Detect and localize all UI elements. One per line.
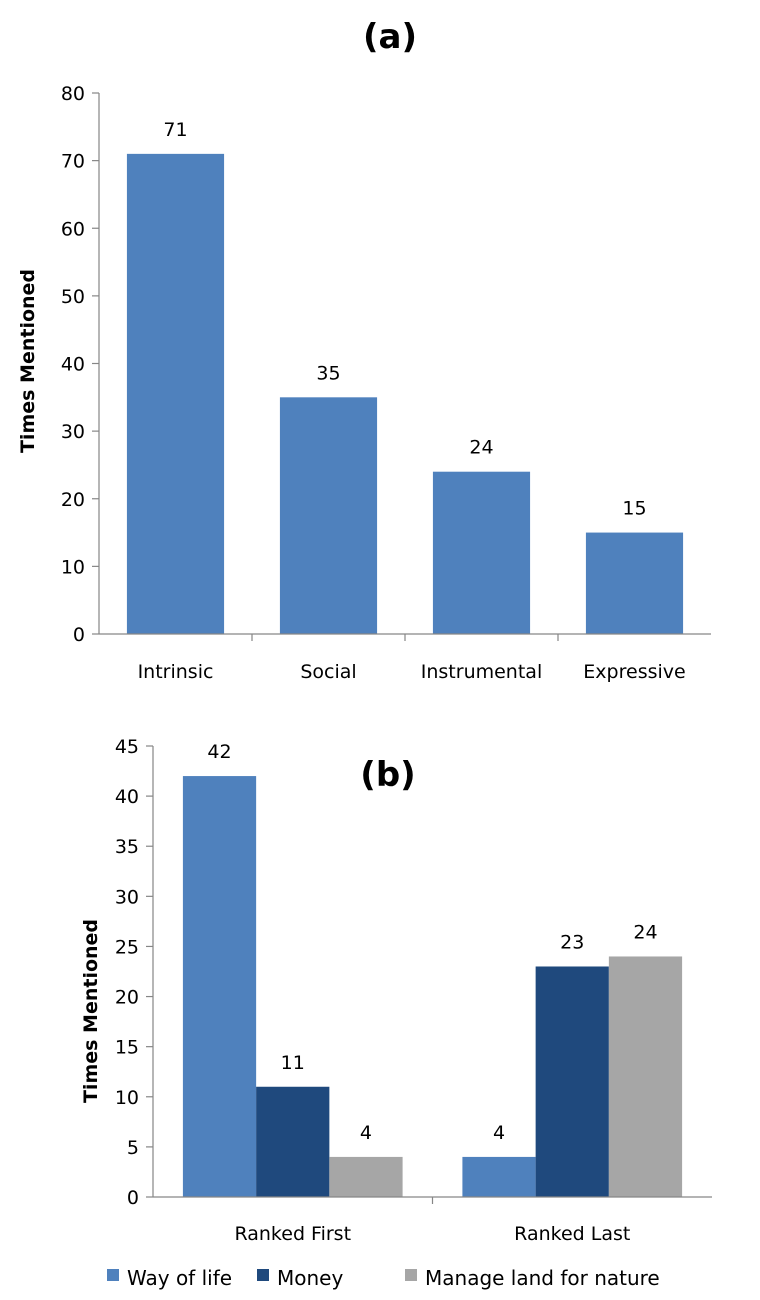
chart-b-y-tick-label: 35 — [115, 836, 139, 858]
chart-a-y-tick-label: 60 — [61, 218, 85, 240]
chart-b-bar-ranked-last-way-of-life — [462, 1156, 536, 1197]
chart-a-data-label-expressive: 15 — [622, 498, 646, 520]
chart-b-legend: Way of life Money Manage land for nature — [107, 1266, 660, 1290]
chart-b-y-tick-label: 20 — [115, 987, 139, 1009]
chart-a-category-labels: Intrinsic Social Instrumental Expressive — [138, 634, 686, 683]
chart-b-bar-ranked-last-money — [535, 966, 609, 1197]
chart-a-category-social: Social — [300, 661, 356, 683]
legend-swatch-way-of-life — [107, 1269, 119, 1281]
chart-a-y-axis-label: Times Mentioned — [17, 269, 39, 453]
chart-a-y-tick-label: 10 — [61, 556, 85, 578]
chart-b-data-label-ranked-first-manage-land-for-nature: 4 — [360, 1122, 372, 1144]
chart-a: (a) Times Mentioned 0 10 20 30 40 50 60 70 80 71… — [17, 17, 711, 683]
chart-b-y-tick-label: 10 — [115, 1087, 139, 1109]
chart-b-bar-ranked-first-way-of-life — [182, 776, 257, 1197]
chart-a-y-tick-label: 70 — [61, 151, 85, 173]
chart-a-title: (a) — [363, 17, 417, 57]
chart-a-bar-instrumental — [432, 471, 531, 634]
chart-b-bar-ranked-last-manage-land-for-nature — [608, 956, 683, 1197]
chart-b-data-label-ranked-first-way-of-life: 42 — [207, 741, 231, 763]
chart-b-category-labels: Ranked First Ranked Last — [234, 1197, 630, 1245]
chart-a-y-tick-label: 0 — [73, 624, 85, 646]
chart-b-y-ticks: 0 5 10 15 20 25 30 35 40 45 — [115, 736, 153, 1209]
chart-a-data-label-social: 35 — [316, 362, 340, 384]
chart-a-data-label-intrinsic: 71 — [163, 119, 187, 141]
chart-b-y-tick-label: 25 — [115, 936, 139, 958]
chart-b-title: (b) — [360, 755, 415, 795]
chart-b-data-labels: 42 11 4 4 23 24 — [207, 741, 657, 1144]
chart-b-data-label-ranked-last-manage-land-for-nature: 24 — [633, 921, 657, 943]
legend-swatch-manage-land-for-nature — [405, 1269, 417, 1281]
chart-b-category-ranked-first: Ranked First — [234, 1223, 351, 1245]
chart-a-y-tick-label: 50 — [61, 286, 85, 308]
chart-a-category-intrinsic: Intrinsic — [138, 661, 214, 683]
chart-b-y-tick-label: 40 — [115, 786, 139, 808]
chart-b-bars — [182, 776, 683, 1197]
chart-a-y-tick-label: 80 — [61, 83, 85, 105]
chart-a-y-tick-label: 20 — [61, 489, 85, 511]
legend-label-manage-land-for-nature: Manage land for nature — [425, 1266, 660, 1290]
chart-a-bar-social — [279, 397, 378, 634]
legend-label-way-of-life: Way of life — [127, 1266, 232, 1290]
chart-b-data-label-ranked-last-way-of-life: 4 — [493, 1122, 505, 1144]
chart-a-bars — [126, 153, 684, 635]
chart-a-bar-intrinsic — [126, 153, 225, 635]
chart-a-category-instrumental: Instrumental — [421, 661, 542, 683]
chart-a-category-expressive: Expressive — [583, 661, 685, 683]
chart-b: (b) Times Mentioned 0 5 10 15 20 25 30 35 40 45 4… — [80, 736, 712, 1290]
chart-a-data-label-instrumental: 24 — [469, 437, 493, 459]
chart-b-y-tick-label: 5 — [127, 1137, 139, 1159]
chart-b-data-label-ranked-last-money: 23 — [560, 931, 584, 953]
chart-b-bar-ranked-first-money — [256, 1086, 330, 1197]
chart-a-y-tick-label: 30 — [61, 421, 85, 443]
chart-b-data-label-ranked-first-money: 11 — [281, 1052, 305, 1074]
chart-a-bar-expressive — [585, 532, 684, 634]
chart-b-y-tick-label: 0 — [127, 1187, 139, 1209]
chart-b-y-tick-label: 45 — [115, 736, 139, 758]
chart-b-bar-ranked-first-manage-land-for-nature — [329, 1156, 403, 1197]
chart-b-y-tick-label: 30 — [115, 886, 139, 908]
chart-a-data-labels: 71 35 24 15 — [163, 119, 646, 520]
chart-b-category-ranked-last: Ranked Last — [514, 1223, 630, 1245]
legend-label-money: Money — [277, 1266, 343, 1290]
chart-a-y-ticks: 0 10 20 30 40 50 60 70 80 — [61, 83, 99, 646]
chart-b-y-tick-label: 15 — [115, 1037, 139, 1059]
chart-b-y-axis-label: Times Mentioned — [80, 919, 102, 1103]
chart-a-y-tick-label: 40 — [61, 354, 85, 376]
legend-swatch-money — [257, 1269, 269, 1281]
